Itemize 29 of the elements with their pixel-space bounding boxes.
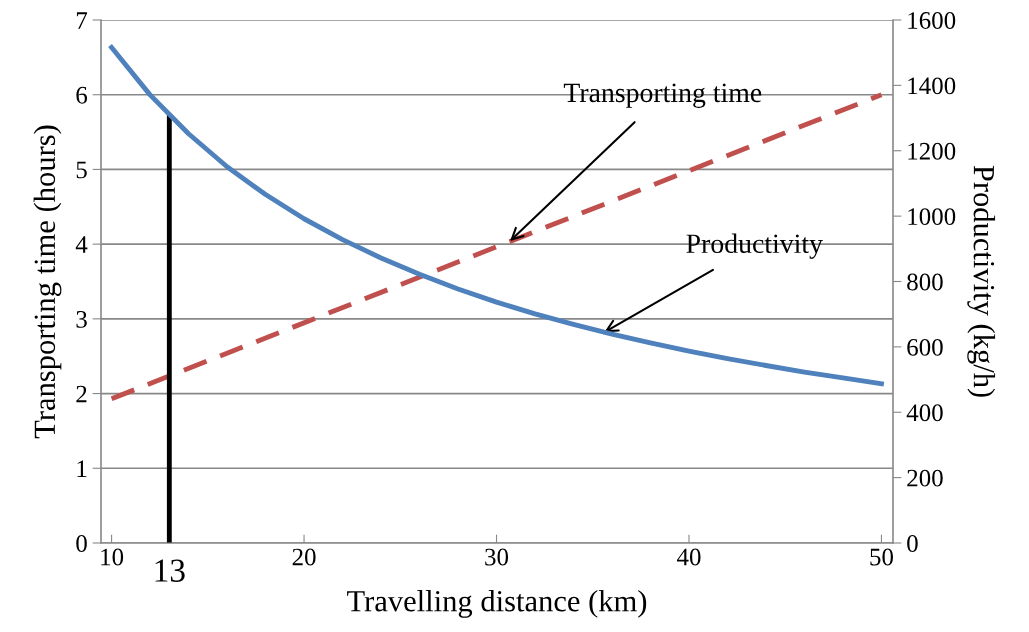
y2-tick-label: 1400 xyxy=(908,77,956,95)
y2-tick-label: 200 xyxy=(907,469,943,487)
x-tick-label: 50 xyxy=(870,548,893,566)
y2-axis-title: Productivity (kg/h) xyxy=(967,165,996,397)
y2-tick-label: 400 xyxy=(906,404,943,422)
y2-tick-label: 1600 xyxy=(908,12,956,29)
line-series xyxy=(109,45,884,387)
y-tick-label: 3 xyxy=(76,310,87,328)
x-tick-label: 20 xyxy=(292,548,316,566)
annotation: 13 xyxy=(155,559,185,582)
y-tick-label: 2 xyxy=(76,385,87,403)
y-tick-label: 0 xyxy=(76,535,87,552)
annotation: Transporting time xyxy=(563,83,762,108)
x-tick-label: 30 xyxy=(485,548,509,566)
y2-tick-label: 1000 xyxy=(908,208,956,226)
x-axis-title: Travelling distance (km) xyxy=(347,589,647,618)
y-tick-label: 5 xyxy=(76,161,87,179)
y2-tick-label: 1200 xyxy=(908,142,956,160)
annotation: Productivity xyxy=(686,233,823,259)
y2-tick-label: 600 xyxy=(907,338,943,356)
y-tick-label: 4 xyxy=(75,236,88,253)
y-tick-label: 7 xyxy=(76,12,88,29)
x-tick-label: 10 xyxy=(101,548,124,566)
x-tick-label: 40 xyxy=(676,548,701,566)
y2-tick-label: 800 xyxy=(907,273,943,291)
y2-tick-label: 0 xyxy=(907,535,918,552)
y-tick-label: 1 xyxy=(77,460,87,477)
y-axis-title: Transporting time (hours) xyxy=(33,125,62,439)
y-tick-label: 6 xyxy=(76,86,88,104)
